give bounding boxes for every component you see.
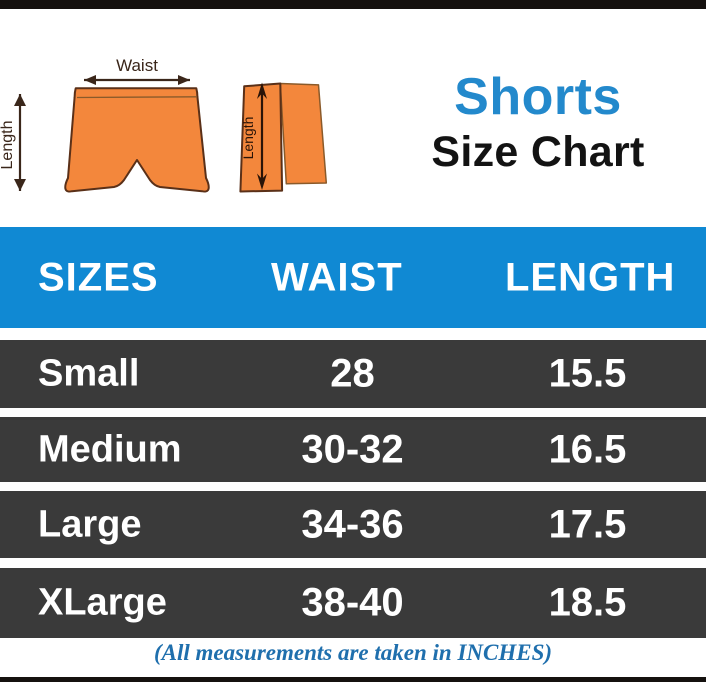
svg-text:Length: Length (0, 121, 16, 170)
svg-text:Waist: Waist (116, 56, 158, 75)
svg-text:Length: Length (240, 117, 256, 160)
